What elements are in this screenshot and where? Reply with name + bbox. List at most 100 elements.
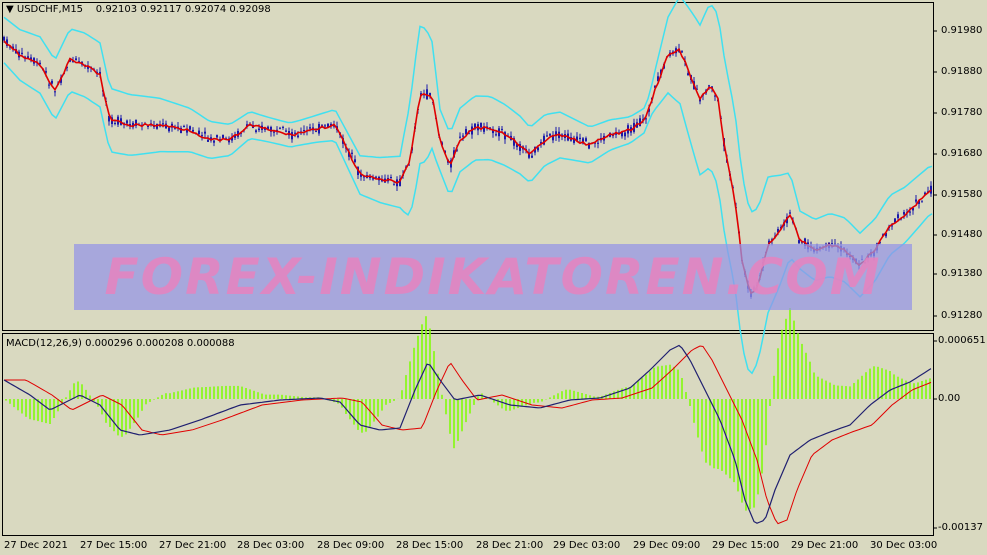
- candle-body: [12, 46, 14, 50]
- candle-body: [711, 86, 713, 89]
- candle-body: [207, 139, 209, 142]
- candle-body: [552, 135, 554, 141]
- candle-body: [501, 128, 503, 130]
- candle-body: [648, 108, 650, 112]
- dropdown-triangle-icon[interactable]: ▼: [6, 4, 14, 15]
- candle-body: [99, 71, 101, 75]
- candle-body: [798, 240, 800, 244]
- candle-body: [315, 131, 317, 133]
- candle-body: [234, 134, 236, 138]
- candle-body: [531, 155, 533, 158]
- candle-body: [393, 184, 395, 186]
- candle-body: [462, 135, 464, 137]
- candle-body: [72, 61, 74, 63]
- candle-body: [186, 128, 188, 133]
- candle-body: [897, 214, 899, 219]
- candle-body: [582, 138, 584, 144]
- candle-body: [891, 225, 893, 227]
- price-tick-label: 0.91880: [941, 66, 983, 77]
- candle-body: [363, 176, 365, 178]
- price-tick-label: 0.91280: [941, 310, 983, 321]
- candle-body: [96, 71, 98, 73]
- candle-body: [294, 132, 296, 134]
- candle-body: [348, 151, 350, 157]
- candle-body: [549, 134, 551, 136]
- candle-body: [423, 94, 425, 96]
- candle-body: [204, 131, 206, 134]
- candle-body: [588, 142, 590, 149]
- candle-body: [483, 126, 485, 132]
- macd-tick-label: -0.00137: [938, 522, 983, 533]
- time-tick-label: 27 Dec 21:00: [159, 540, 227, 551]
- candle-body: [351, 152, 353, 154]
- candle-body: [39, 62, 41, 65]
- candle-body: [573, 138, 575, 143]
- candle-body: [327, 123, 329, 128]
- watermark-text: FOREX-INDIKATOREN.COM: [104, 248, 882, 306]
- candle-body: [285, 130, 287, 132]
- macd-signal-line: [4, 345, 932, 525]
- candle-body: [381, 179, 383, 182]
- time-tick-label: 27 Dec 2021: [4, 540, 68, 551]
- candle-body: [30, 57, 32, 61]
- upper-band-line: [3, 0, 933, 235]
- candle-body: [543, 135, 545, 145]
- macd-label: MACD(12,26,9) 0.000296 0.000208 0.000088: [6, 338, 235, 349]
- candle-body: [162, 123, 164, 125]
- candle-body: [87, 65, 89, 69]
- time-tick-label: 29 Dec 09:00: [633, 540, 701, 551]
- candle-body: [330, 123, 332, 127]
- candle-body: [486, 126, 488, 128]
- candle-body: [6, 39, 8, 46]
- candle-body: [180, 127, 182, 133]
- candle-body: [894, 218, 896, 223]
- candle-body: [270, 127, 272, 132]
- candle-body: [255, 130, 257, 132]
- candle-body: [912, 207, 914, 211]
- candle-body: [429, 92, 431, 97]
- candle-body: [276, 129, 278, 131]
- price-tick-label: 0.91680: [941, 148, 983, 159]
- candle-body: [159, 125, 161, 127]
- price-tick-label: 0.91580: [941, 189, 983, 200]
- candle-body: [48, 84, 50, 86]
- macd-tick-label: 0.00: [938, 393, 961, 404]
- candle-body: [657, 76, 659, 81]
- candle-body: [540, 142, 542, 144]
- candle-body: [918, 200, 920, 204]
- candle-body: [108, 116, 110, 122]
- candle-body: [213, 140, 215, 143]
- candle-body: [114, 123, 116, 124]
- candle-body: [147, 126, 149, 127]
- candle-body: [456, 149, 458, 151]
- candle-body: [123, 122, 125, 124]
- candle-body: [681, 51, 683, 53]
- candle-body: [309, 127, 311, 129]
- candle-body: [579, 137, 581, 139]
- candle-body: [249, 124, 251, 126]
- candle-body: [915, 199, 917, 202]
- candle-body: [597, 142, 599, 144]
- candle-body: [921, 201, 923, 203]
- candle-body: [303, 130, 305, 131]
- candle-body: [399, 178, 401, 187]
- candle-body: [45, 71, 47, 73]
- candle-body: [465, 129, 467, 135]
- candle-body: [492, 129, 494, 134]
- candle-body: [219, 139, 221, 141]
- candle-body: [561, 134, 563, 136]
- candle-body: [624, 132, 626, 137]
- candle-body: [885, 233, 887, 237]
- candle-body: [282, 126, 284, 128]
- candle-body: [192, 129, 194, 132]
- candle-body: [78, 61, 80, 63]
- candle-body: [546, 135, 548, 137]
- candle-body: [390, 177, 392, 178]
- candle-body: [54, 91, 56, 93]
- candle-body: [714, 95, 716, 97]
- candle-body: [135, 120, 137, 126]
- ohlc-values: 0.92103 0.92117 0.92074 0.92098: [95, 4, 271, 15]
- candle-body: [516, 143, 518, 148]
- candle-body: [66, 66, 68, 68]
